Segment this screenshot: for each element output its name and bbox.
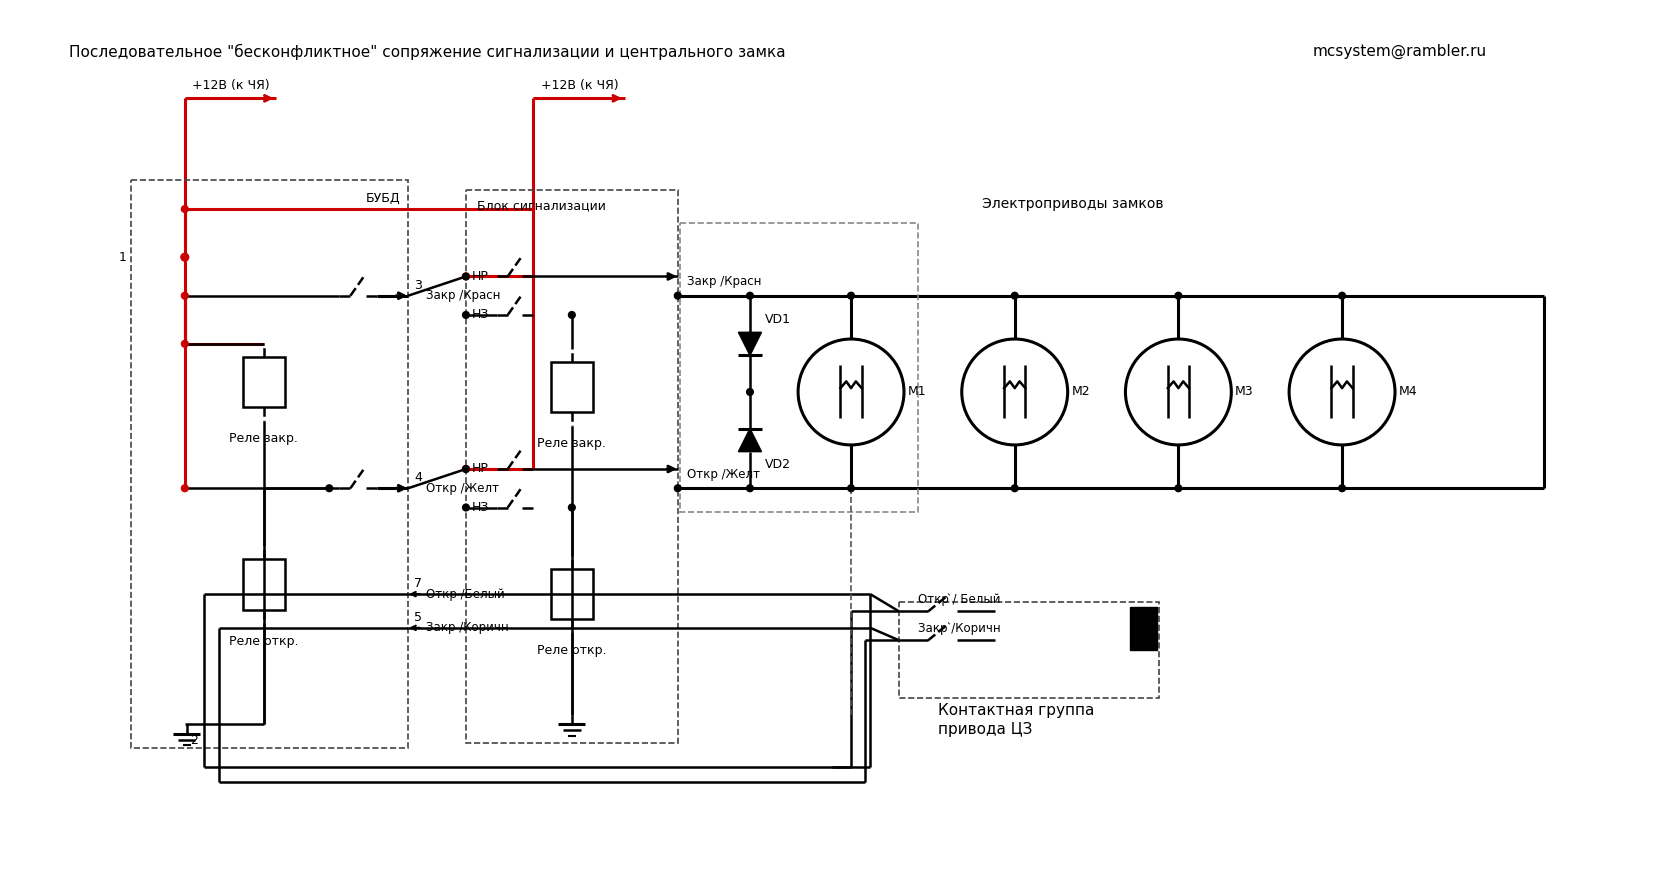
Circle shape [182,253,189,260]
Text: НЗ: НЗ [471,308,490,322]
Circle shape [182,485,189,492]
Circle shape [569,312,576,318]
Text: Откр /Желт: Откр /Желт [688,468,761,480]
Circle shape [849,292,855,299]
Circle shape [463,273,470,280]
Circle shape [675,292,681,299]
Text: Откр / Белый: Откр / Белый [918,593,1001,606]
Text: Электроприводы замков: Электроприводы замков [982,198,1163,211]
Text: 5: 5 [414,611,422,624]
Circle shape [1174,292,1181,299]
Bar [243,559,284,610]
Text: Закр /Коричн: Закр /Коричн [918,622,1001,634]
Bar [131,180,409,748]
Text: mcsystem@rambler.ru: mcsystem@rambler.ru [1313,43,1487,58]
Text: Последовательное "бесконфликтное" сопряжение сигнализации и центрального замка: Последовательное "бесконфликтное" сопряж… [69,43,786,59]
Circle shape [326,485,332,492]
Circle shape [1338,485,1345,492]
Text: M4: M4 [1399,385,1417,399]
Text: Закр /Коричн: Закр /Коричн [425,621,508,634]
Text: M2: M2 [1072,385,1090,399]
Circle shape [849,485,855,492]
Text: Реле откр.: Реле откр. [228,634,298,648]
Circle shape [1011,292,1019,299]
Text: 4: 4 [414,471,422,485]
Circle shape [1338,292,1345,299]
Text: БУБД: БУБД [366,191,400,205]
Circle shape [182,206,189,213]
Bar [680,223,918,512]
Text: НР: НР [471,270,488,283]
Text: Реле закр.: Реле закр. [538,437,607,450]
Circle shape [182,340,189,347]
Text: привода ЦЗ: привода ЦЗ [938,722,1032,737]
Circle shape [463,273,470,280]
Text: 2: 2 [190,734,197,747]
Text: Откр /Белый: Откр /Белый [425,587,504,601]
Text: Реле закр.: Реле закр. [230,432,298,446]
Text: Реле откр.: Реле откр. [538,644,607,657]
Circle shape [746,389,753,395]
Text: +12В (к ЧЯ): +12В (к ЧЯ) [192,79,270,91]
Text: 7: 7 [414,578,422,590]
Text: Закр /Красн: Закр /Красн [425,289,500,302]
Bar [1130,607,1158,650]
Circle shape [1174,485,1181,492]
Text: VD1: VD1 [766,314,791,326]
Text: Закр /Красн: Закр /Красн [688,275,762,288]
Polygon shape [738,332,761,355]
Bar [466,190,678,743]
Bar [551,569,594,619]
Text: VD2: VD2 [766,458,791,470]
Bar [900,602,1159,698]
Circle shape [1011,485,1019,492]
Circle shape [180,253,189,261]
Text: M3: M3 [1236,385,1254,399]
Text: Откр /Желт: Откр /Желт [425,482,498,494]
Circle shape [463,466,470,472]
Circle shape [675,485,681,492]
Circle shape [463,312,470,318]
Polygon shape [738,429,761,452]
Circle shape [463,504,470,511]
Bar [551,362,594,412]
Circle shape [463,466,470,472]
Text: НЗ: НЗ [471,501,490,514]
Text: 3: 3 [414,279,422,291]
Text: Контактная группа: Контактная группа [938,703,1093,718]
Text: НР: НР [471,462,488,476]
Text: M1: M1 [908,385,926,399]
Text: 1: 1 [119,251,127,264]
Circle shape [746,485,753,492]
Circle shape [746,292,753,299]
Circle shape [182,292,189,299]
Text: Блок сигнализации: Блок сигнализации [478,199,607,213]
Text: +12В (к ЧЯ): +12В (к ЧЯ) [541,79,619,91]
Bar [243,357,284,408]
Circle shape [569,504,576,511]
